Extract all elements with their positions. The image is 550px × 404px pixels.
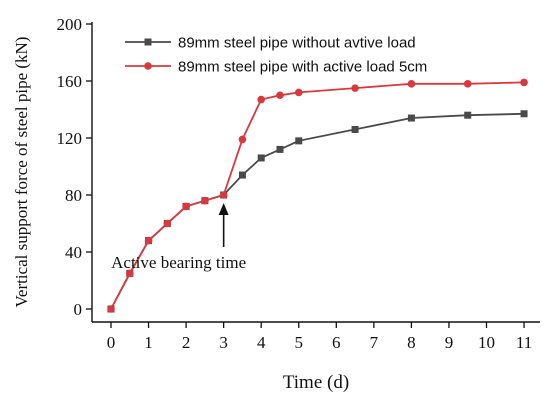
data-point: [238, 135, 247, 144]
data-point: [163, 219, 172, 228]
y-tick-label: 0: [74, 300, 83, 319]
data-point: [144, 236, 153, 245]
series-1: [107, 110, 528, 313]
data-point: [276, 145, 284, 153]
x-tick-label: 1: [144, 333, 153, 352]
series-layer: [107, 78, 528, 313]
legend-marker: [144, 38, 152, 46]
legend-label: 89mm steel pipe without avtive load: [178, 35, 416, 52]
y-axis-ticks: 0 40 80 120 160 200: [57, 15, 92, 319]
y-tick-label: 40: [65, 243, 82, 262]
y-tick-label: 120: [57, 129, 83, 148]
legend-label: 89mm steel pipe with active load 5cm: [178, 59, 427, 76]
x-tick-label: 6: [332, 333, 341, 352]
x-tick-label: 7: [370, 333, 379, 352]
data-point: [257, 95, 266, 104]
annotation-arrow-head: [218, 203, 229, 215]
series-line: [110, 81, 525, 310]
x-axis-ticks: 0 1 2 3 4 5 6 7 8 9 10 11: [107, 322, 532, 352]
series-line: [110, 112, 525, 310]
data-point: [182, 202, 190, 211]
legend: 89mm steel pipe without avtive load 89mm …: [125, 35, 427, 76]
data-point: [276, 91, 284, 100]
data-point: [107, 305, 115, 313]
data-point: [125, 269, 134, 278]
x-tick-label: 2: [182, 333, 191, 352]
data-point: [520, 78, 528, 87]
data-point: [219, 191, 228, 199]
x-tick-label: 0: [107, 333, 116, 352]
data-point: [295, 137, 303, 145]
x-tick-label: 5: [295, 333, 304, 352]
x-tick-label: 8: [407, 333, 416, 352]
x-tick-label: 11: [516, 333, 532, 352]
annotation-text: Active bearing time: [111, 253, 246, 272]
plot-frame: [91, 22, 540, 323]
data-point: [520, 110, 528, 118]
data-point: [294, 88, 303, 97]
y-tick-label: 200: [57, 15, 83, 34]
annotation-layer: Active bearing time: [111, 203, 246, 272]
data-point: [351, 84, 359, 92]
data-point: [407, 80, 416, 88]
data-point: [407, 114, 415, 122]
data-point: [257, 154, 265, 162]
y-tick-label: 160: [57, 72, 83, 91]
data-point: [463, 80, 472, 88]
x-tick-label: 3: [219, 333, 228, 352]
data-point: [464, 111, 472, 119]
x-tick-label: 10: [478, 333, 495, 352]
legend-marker: [144, 62, 152, 70]
x-axis-label: Time (d): [283, 372, 349, 393]
x-tick-label: 9: [445, 333, 454, 352]
x-tick-label: 4: [257, 333, 266, 352]
series-2: [107, 78, 528, 313]
y-axis-label: Vertical support force of steel pipe (kN…: [12, 37, 31, 308]
data-point: [351, 125, 359, 133]
data-point: [238, 171, 246, 179]
data-point: [201, 196, 209, 205]
y-tick-label: 80: [65, 186, 82, 205]
